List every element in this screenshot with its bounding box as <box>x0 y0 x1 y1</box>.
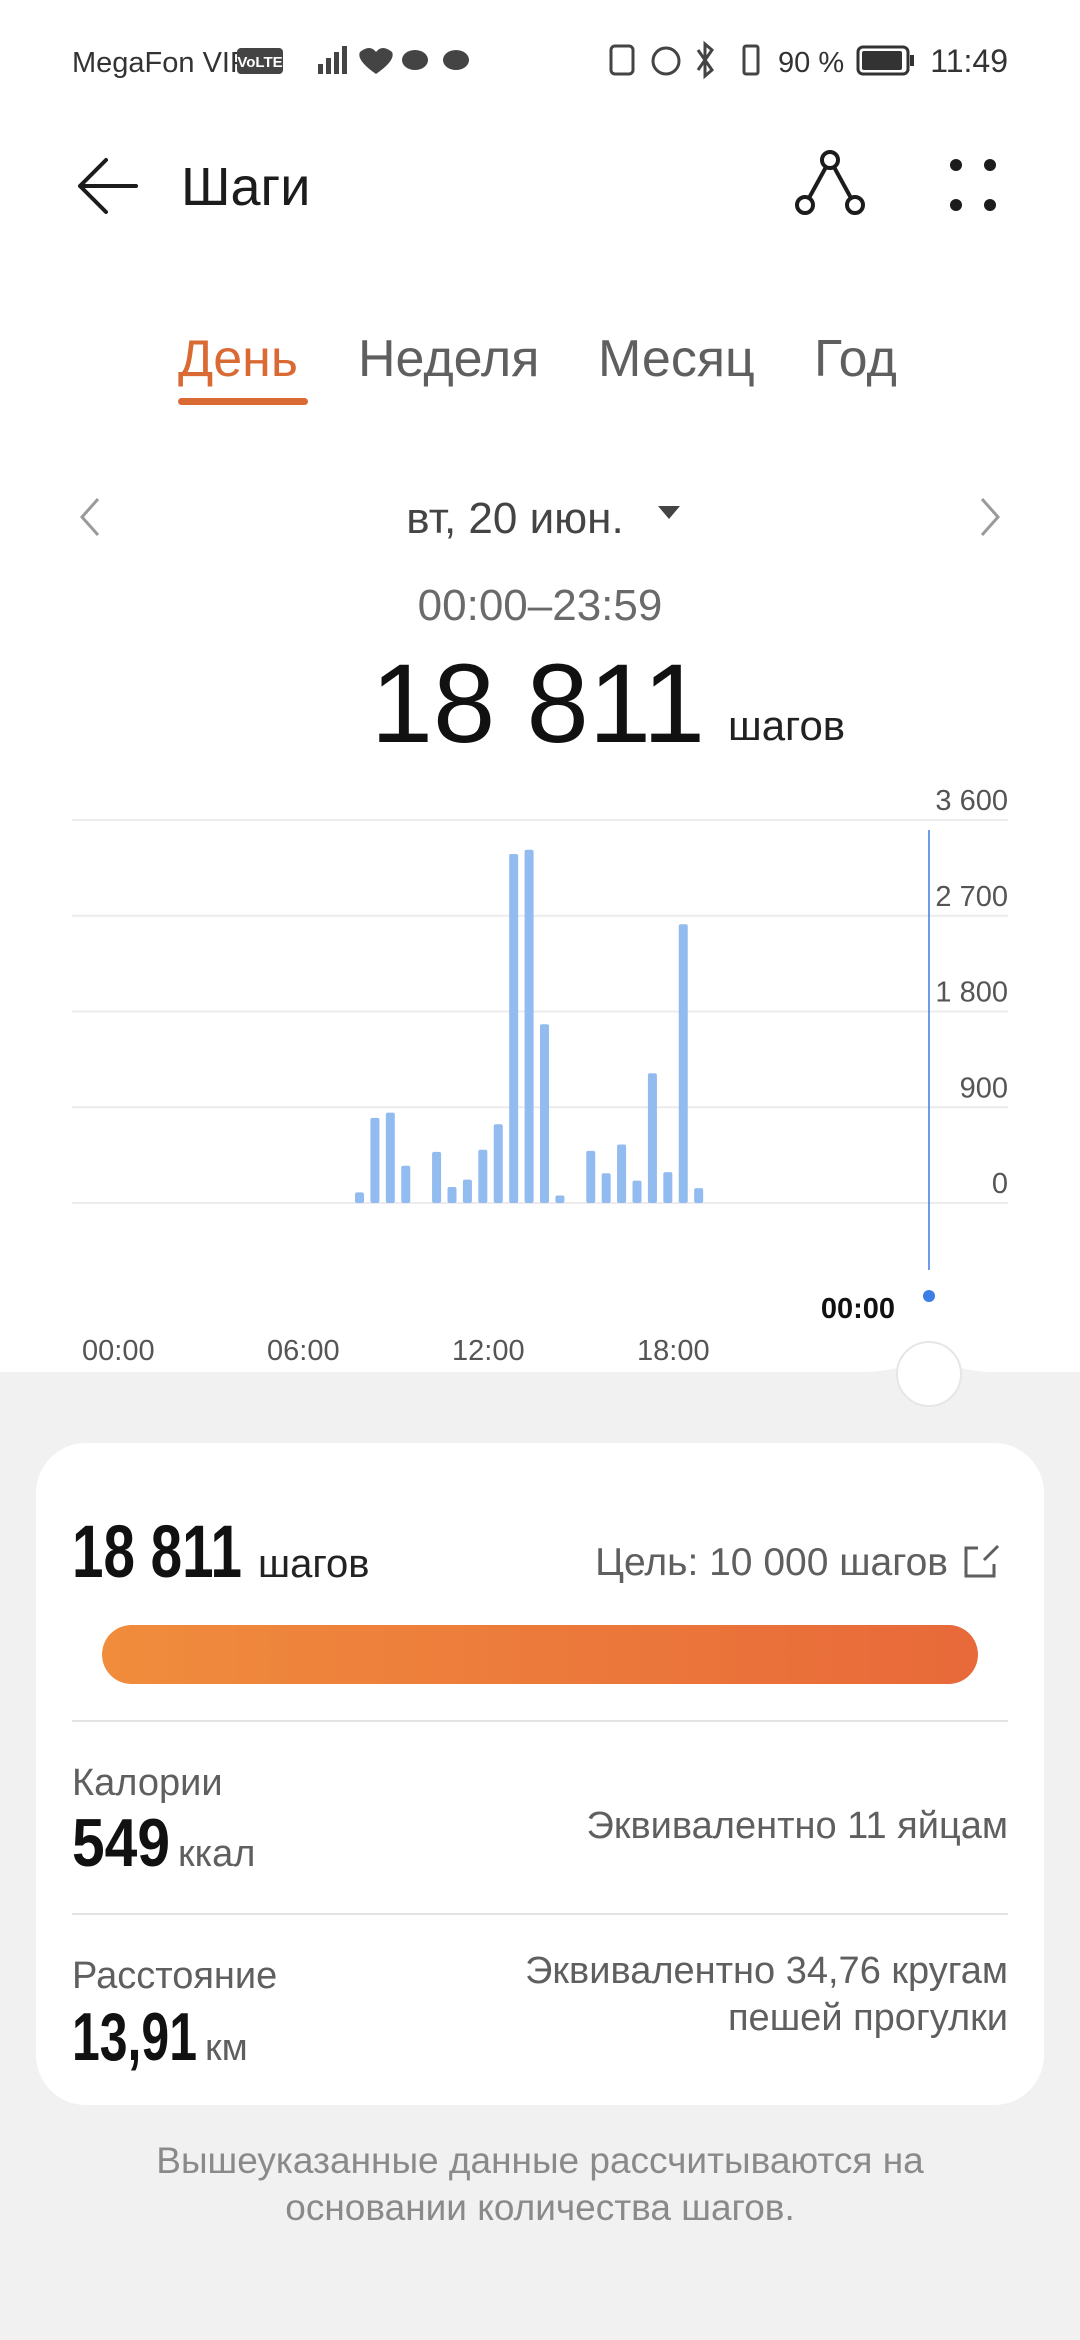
bar <box>663 1172 673 1203</box>
message-icon <box>443 50 469 70</box>
card-background <box>36 1443 1044 2105</box>
back-button[interactable] <box>78 158 138 214</box>
health-icon <box>359 48 393 74</box>
battery-level <box>862 51 902 70</box>
x-tick-label: 00:00 <box>82 1335 155 1367</box>
footnote: Вышеуказанные данные рассчитываются на <box>156 2140 924 2181</box>
bar <box>540 1024 549 1203</box>
battery-icon <box>856 45 910 76</box>
bar <box>601 1173 611 1203</box>
bar <box>647 1073 657 1203</box>
bar <box>586 1150 596 1203</box>
clock: 11:49 <box>930 43 1008 79</box>
y-tick-label: 2 700 <box>935 881 1008 913</box>
distance-unit: км <box>205 2027 248 2069</box>
bar <box>524 849 534 1203</box>
header: Шаги <box>78 150 996 217</box>
x-tick-label: 18:00 <box>637 1335 710 1367</box>
status-bar: MegaFon VIP VoLTE 90 % 11:49 <box>72 40 1008 80</box>
total-steps: 18 811 <box>371 641 705 766</box>
bluetooth-icon <box>696 40 715 80</box>
volte: VoLTE <box>237 54 282 71</box>
bar <box>355 1192 364 1203</box>
bar <box>509 854 519 1203</box>
page-title: Шаги <box>181 157 310 217</box>
summary-card: 18 811 шагов Цель: 10 000 шагов Калории … <box>36 1443 1044 2105</box>
menu-button[interactable] <box>950 159 996 211</box>
volte-badge <box>237 48 283 74</box>
bar <box>432 1151 442 1203</box>
tab[interactable]: Неделя <box>358 330 539 388</box>
date[interactable]: вт, 20 июн. <box>406 494 623 543</box>
nfc-icon <box>609 44 635 76</box>
calories-unit: ккал <box>178 1833 255 1875</box>
date-dropdown[interactable] <box>658 506 680 519</box>
bar <box>694 1188 704 1203</box>
bar <box>617 1144 627 1203</box>
carrier: MegaFon VIP <box>72 47 249 79</box>
x-tick-label: 06:00 <box>267 1335 340 1367</box>
progress-bar <box>102 1625 978 1684</box>
distance-value: 13,91 <box>72 1999 197 2075</box>
bar <box>462 1179 472 1203</box>
tab-indicator <box>178 398 308 405</box>
bar <box>447 1187 457 1203</box>
distance-equivalent: пешей прогулки <box>728 1997 1008 2039</box>
calories-value: 549 <box>72 1805 170 1881</box>
card-steps: 18 811 <box>72 1510 242 1593</box>
battery-tip <box>910 55 914 66</box>
x-tick-label: 12:00 <box>452 1335 525 1367</box>
bar <box>478 1149 488 1203</box>
time-range: 00:00–23:59 <box>418 581 663 630</box>
vibrate-icon <box>742 44 760 76</box>
battery-percent: 90 % <box>778 47 844 79</box>
y-tick-label: 0 <box>992 1168 1008 1200</box>
y-tick-label: 1 800 <box>935 977 1008 1009</box>
share-button[interactable] <box>795 150 865 215</box>
card-steps-unit: шагов <box>258 1542 370 1586</box>
goal: Цель: 10 000 шагов <box>595 1541 948 1584</box>
date-nav: вт, 20 июн. 00:00–23:59 18 811 шагов <box>79 494 1001 766</box>
bar <box>385 1112 395 1203</box>
distance-equivalent: Эквивалентно 34,76 кругам <box>525 1950 1008 1992</box>
signal-icon <box>318 46 347 74</box>
bar <box>632 1180 642 1203</box>
tab[interactable]: Месяц <box>598 330 755 388</box>
current-time-label: 00:00 <box>821 1293 895 1325</box>
bar <box>555 1195 565 1203</box>
footnote: основании количества шагов. <box>285 2187 794 2228</box>
next-button[interactable] <box>980 498 1001 536</box>
tab[interactable]: День <box>178 330 298 388</box>
alarm-icon <box>651 46 681 76</box>
steps-chart: 0 900 1 800 2 700 3 600 00:00 06:00 12:00 18:00 0… <box>72 785 1008 1367</box>
bar <box>493 1124 503 1203</box>
calories-equivalent: Эквивалентно 11 яйцам <box>587 1805 1008 1847</box>
y-tick-label: 3 600 <box>935 785 1008 817</box>
bar <box>401 1165 411 1203</box>
calories-label: Калории <box>72 1762 223 1804</box>
prev-button[interactable] <box>79 498 100 536</box>
distance-label: Расстояние <box>72 1955 277 1997</box>
steps-unit: шагов <box>728 702 845 749</box>
chat-icon <box>402 50 428 70</box>
current-time-dot <box>923 1290 935 1302</box>
edit-goal[interactable] <box>964 1544 1000 1578</box>
bar <box>678 924 688 1203</box>
y-tick-label: 900 <box>960 1072 1008 1104</box>
slider-knob[interactable] <box>896 1341 962 1407</box>
bar <box>370 1117 380 1203</box>
tabs: День Неделя Месяц Год <box>178 330 897 405</box>
tab[interactable]: Год <box>814 330 897 388</box>
